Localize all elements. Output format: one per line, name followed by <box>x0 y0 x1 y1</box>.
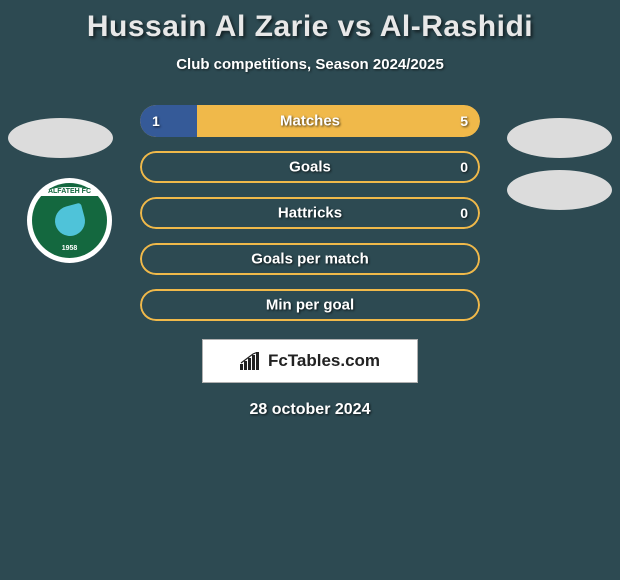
player-avatar-right-1 <box>507 118 612 158</box>
bar-value-left: 1 <box>152 113 160 129</box>
club-logo-year: 1958 <box>62 245 78 252</box>
bars-icon <box>240 352 262 370</box>
brand-text: FcTables.com <box>268 351 380 371</box>
stat-bar: Matches 1 5 <box>140 105 480 137</box>
bar-fill-left <box>140 105 197 137</box>
stat-bar: Hattricks 0 <box>140 197 480 229</box>
stat-bar: Goals 0 <box>140 151 480 183</box>
bar-value-right: 5 <box>460 113 468 129</box>
player-avatar-right-2 <box>507 170 612 210</box>
brand-box: FcTables.com <box>202 339 418 383</box>
bar-label: Goals per match <box>251 251 369 268</box>
bar-label: Min per goal <box>266 297 354 314</box>
bar-value-right: 0 <box>460 205 468 221</box>
bar-label: Hattricks <box>278 205 342 222</box>
bar-label: Goals <box>289 159 331 176</box>
club-logo-shape <box>51 202 88 239</box>
bar-value-right: 0 <box>460 159 468 175</box>
stat-bar: Goals per match <box>140 243 480 275</box>
stats-bars: Matches 1 5 Goals 0 Hattricks 0 Goals per match… <box>140 105 480 321</box>
date: 28 october 2024 <box>0 401 620 419</box>
bar-label: Matches <box>280 113 340 130</box>
club-logo-text: ALFATEH FC <box>40 187 100 196</box>
player-avatar-left-1 <box>8 118 113 158</box>
club-logo: ALFATEH FC 1958 <box>27 178 112 263</box>
subtitle: Club competitions, Season 2024/2025 <box>0 56 620 73</box>
page-title: Hussain Al Zarie vs Al-Rashidi <box>0 0 620 44</box>
stat-bar: Min per goal <box>140 289 480 321</box>
